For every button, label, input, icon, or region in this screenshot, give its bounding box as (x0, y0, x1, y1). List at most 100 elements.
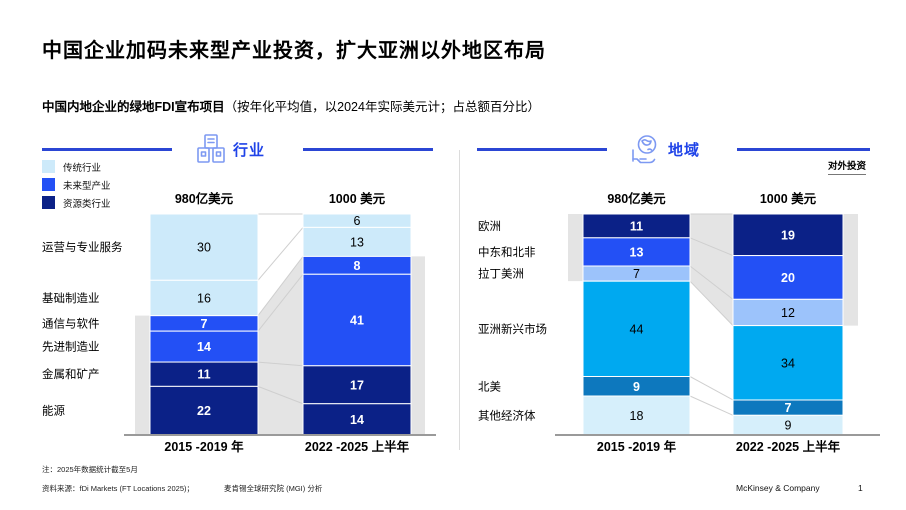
category-label: 北美 (478, 379, 501, 393)
bar-segment (582, 237, 691, 267)
legend-item: 传统行业 (42, 160, 111, 174)
legend-swatch (42, 160, 55, 173)
segment-value-label: 30 (197, 241, 211, 255)
segment-value-label: 20 (781, 271, 795, 285)
connector-line (257, 385, 304, 405)
category-label: 中东和北非 (478, 246, 536, 259)
connector-line (257, 227, 304, 281)
legend-label: 传统行业 (63, 162, 102, 174)
category-label: 先进制造业 (42, 340, 100, 354)
category-label: 亚洲新兴市场 (478, 322, 547, 336)
panel-divider (459, 150, 460, 450)
header-rule-left-a (42, 148, 172, 151)
connector-line (257, 273, 304, 332)
category-label: 其他经济体 (478, 409, 536, 423)
legend-label: 资源类行业 (63, 198, 111, 210)
segment-value-label: 44 (630, 322, 644, 336)
bar-segment (732, 213, 844, 257)
segment-value-label: 12 (781, 306, 795, 320)
axis-label: 2015 -2019 年 (164, 439, 244, 454)
segment-value-label: 13 (630, 245, 644, 259)
page-number: 1 (858, 483, 863, 493)
segment-value-label: 18 (630, 409, 644, 423)
connector-line (689, 280, 734, 326)
column-header: 1000 美元 (760, 191, 817, 206)
source-suffix: 麦肯锡全球研究院 (MGI) 分析 (224, 484, 323, 493)
connector-line (689, 265, 734, 300)
bar-segment (582, 280, 691, 377)
legend: 传统行业未来型产业资源类行业 (42, 160, 111, 214)
page-title: 中国企业加码未来型产业投资，扩大亚洲以外地区布局 (42, 40, 546, 62)
buildings-icon (194, 133, 228, 167)
legend-label: 未来型产业 (63, 180, 111, 192)
segment-value-label: 11 (197, 368, 210, 382)
segment-value-label: 7 (785, 401, 792, 415)
axis-label: 2015 -2019 年 (597, 439, 677, 454)
source-prefix: 资料来源：fDi Markets (FT Locations 2025)； (42, 484, 194, 493)
segment-value-label: 19 (781, 228, 795, 242)
segment-value-label: 11 (630, 219, 643, 233)
segment-value-label: 14 (350, 413, 364, 427)
globe-hand-icon (628, 133, 662, 167)
connector-line (689, 395, 734, 416)
axis-label: 2022 -2025 上半年 (305, 439, 410, 454)
bar-segment (302, 273, 412, 367)
bar-segment (582, 395, 691, 436)
segment-value-label: 9 (785, 419, 792, 433)
axis-label: 2022 -2025 上半年 (736, 439, 841, 454)
category-label: 能源 (42, 404, 65, 418)
segment-value-label: 9 (633, 380, 640, 394)
bar-segment (302, 365, 412, 405)
category-label: 金属和矿产 (42, 367, 100, 381)
legend-swatch (42, 196, 55, 209)
segment-value-label: 8 (354, 259, 361, 273)
column-header: 980亿美元 (607, 191, 666, 206)
panel-title-region: 地域 (668, 142, 701, 159)
segment-value-label: 16 (197, 291, 211, 305)
segment-value-label: 6 (354, 214, 361, 228)
connector-line (257, 256, 304, 316)
bar-segment (149, 213, 259, 281)
category-label: 通信与软件 (42, 316, 100, 330)
bar-segment (149, 385, 259, 436)
industry-chart: 30 16 7 14 11 22 980亿美元 2015 -2019 年 6 13 8 41 17 14 1… (42, 191, 436, 454)
bar-segment (732, 298, 844, 327)
panel-title-industry: 行业 (233, 142, 266, 159)
legend-item: 资源类行业 (42, 196, 111, 210)
segment-value-label: 22 (197, 404, 211, 418)
bar-segment (149, 361, 259, 387)
footnote-note: 注：2025年数据统计截至5月 (42, 465, 138, 474)
legend-item: 未来型产业 (42, 178, 111, 192)
bar-segment (149, 330, 259, 363)
footnote-source: 资料来源：fDi Markets (FT Locations 2025)； 麦肯锡… (42, 483, 322, 494)
bar-segment (149, 279, 259, 317)
category-label: 拉丁美洲 (478, 267, 524, 281)
chart-subtitle: 中国内地企业的绿地FDI宣布项目（按年化平均值，以2024年实际美元计；占总额百… (42, 96, 540, 115)
segment-value-label: 34 (781, 356, 795, 370)
subtitle-bold: 中国内地企业的绿地FDI宣布项目 (42, 100, 225, 114)
bar-segment (732, 255, 844, 300)
header-rule-right-b (737, 148, 870, 151)
segment-value-label: 17 (350, 378, 364, 392)
legend-swatch (42, 178, 55, 191)
header-rule-right-a (477, 148, 607, 151)
connector-line (689, 237, 734, 257)
column-header: 980亿美元 (175, 191, 234, 206)
region-chart: 11 13 7 44 9 18 980亿美元 2015 -2019 年 19 20 12 34 7 9 10… (478, 191, 880, 454)
segment-value-label: 7 (201, 317, 208, 331)
column-header: 1000 美元 (329, 191, 386, 206)
category-label: 欧洲 (478, 220, 501, 233)
bar-segment (302, 226, 412, 257)
subtitle-detail: （按年化平均值，以2024年实际美元计；占总额百分比） (224, 100, 540, 114)
mckinsey-brand: McKinsey & Company (736, 483, 820, 493)
connector-line (689, 376, 734, 401)
outbound-investment-note: 对外投资 (828, 158, 867, 175)
header-rule-left-b (303, 148, 433, 151)
segment-value-label: 7 (633, 267, 640, 281)
category-label: 基础制造业 (42, 291, 100, 305)
bar-segment (732, 325, 844, 401)
segment-value-label: 41 (350, 314, 364, 328)
connector-line (257, 361, 304, 367)
segment-value-label: 13 (350, 235, 364, 249)
